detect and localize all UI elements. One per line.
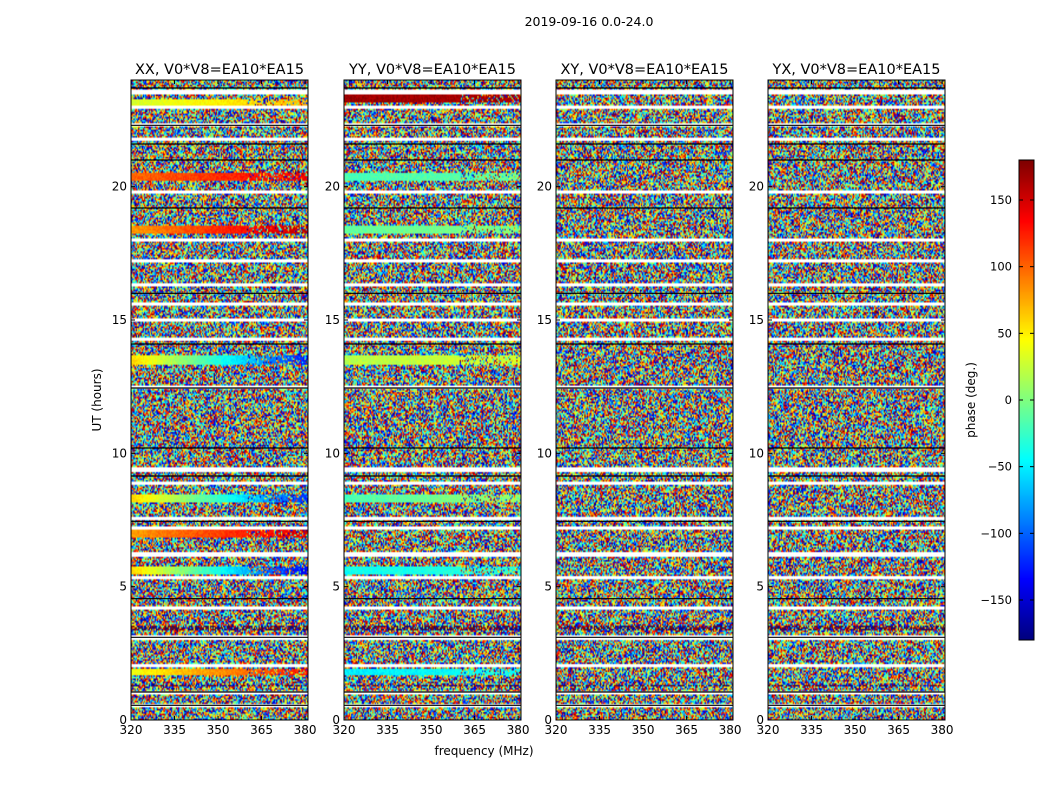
y-tick-label: 10 bbox=[112, 446, 127, 460]
panel-title: XX, V0*V8=EA10*EA15 bbox=[135, 62, 304, 78]
x-tick-label: 365 bbox=[675, 723, 698, 737]
y-tick-label: 20 bbox=[325, 180, 340, 194]
y-tick-label: 0 bbox=[332, 713, 340, 727]
phase-heatmap-image bbox=[131, 80, 308, 720]
colorbar-gradient bbox=[1019, 160, 1034, 640]
panel-title: YY, V0*V8=EA10*EA15 bbox=[348, 62, 516, 78]
x-tick-label: 320 bbox=[545, 723, 568, 737]
panel-yy: YY, V0*V8=EA10*EA15 320 335 350 365 380 0 5 10 15… bbox=[325, 62, 530, 737]
colorbar-tick-label: −50 bbox=[988, 460, 1012, 474]
y-tick-label: 5 bbox=[332, 580, 340, 594]
x-tick-label: 365 bbox=[463, 723, 486, 737]
panel-xx: XX, V0*V8=EA10*EA15 320 335 350 365 380 0 5 10 15… bbox=[112, 62, 317, 737]
colorbar-tick-label: 150 bbox=[990, 193, 1012, 207]
y-tick-label: 15 bbox=[537, 313, 552, 327]
y-tick-label: 20 bbox=[112, 180, 127, 194]
y-tick-label: 15 bbox=[325, 313, 340, 327]
x-tick-label: 350 bbox=[844, 723, 867, 737]
x-tick-label: 380 bbox=[931, 723, 954, 737]
panel-title: YX, V0*V8=EA10*EA15 bbox=[771, 62, 940, 78]
panel-frame bbox=[343, 79, 522, 721]
x-tick-label: 365 bbox=[250, 723, 273, 737]
x-tick-label: 365 bbox=[887, 723, 910, 737]
y-tick-label: 5 bbox=[756, 580, 764, 594]
x-tick-label: 320 bbox=[333, 723, 356, 737]
y-tick-label: 5 bbox=[544, 580, 552, 594]
x-tick-label: 350 bbox=[632, 723, 655, 737]
y-tick-label: 10 bbox=[749, 446, 764, 460]
y-tick-label: 10 bbox=[325, 446, 340, 460]
y-tick-label: 15 bbox=[749, 313, 764, 327]
y-tick-label: 0 bbox=[119, 713, 127, 727]
panel-frame bbox=[555, 79, 734, 721]
colorbar-tick-label: 50 bbox=[997, 326, 1012, 340]
x-tick-label: 380 bbox=[719, 723, 742, 737]
colorbar-tick-label: 0 bbox=[1005, 393, 1012, 407]
x-axis-label: frequency (MHz) bbox=[434, 744, 533, 758]
y-tick-label: 5 bbox=[119, 580, 127, 594]
x-tick-label: 335 bbox=[376, 723, 399, 737]
panel-yx: YX, V0*V8=EA10*EA15 320 335 350 365 380 0 5 10 15… bbox=[749, 62, 954, 737]
phase-heatmap-image bbox=[344, 80, 521, 720]
y-tick-label: 0 bbox=[756, 713, 764, 727]
panel-frame bbox=[130, 79, 309, 721]
phase-heatmap-image bbox=[556, 80, 733, 720]
x-tick-label: 335 bbox=[588, 723, 611, 737]
x-tick-label: 335 bbox=[163, 723, 186, 737]
y-tick-label: 20 bbox=[749, 180, 764, 194]
phase-heatmap-image bbox=[768, 80, 945, 720]
panel-xy: XY, V0*V8=EA10*EA15 320 335 350 365 380 0 5 10 15… bbox=[537, 62, 742, 737]
colorbar-label: phase (deg.) bbox=[964, 362, 978, 438]
x-tick-label: 335 bbox=[800, 723, 823, 737]
panels: XX, V0*V8=EA10*EA15 320 335 350 365 380 0 5 10 15… bbox=[112, 62, 954, 737]
colorbar: −150 −100 −50 0 50 100 150 phase (deg.) bbox=[964, 159, 1035, 641]
colorbar-tick-label: −150 bbox=[980, 593, 1012, 607]
x-tick-label: 350 bbox=[420, 723, 443, 737]
colorbar-tick-label: 100 bbox=[990, 260, 1012, 274]
x-tick-label: 320 bbox=[757, 723, 780, 737]
y-tick-label: 0 bbox=[544, 713, 552, 727]
x-tick-label: 320 bbox=[120, 723, 143, 737]
x-tick-label: 350 bbox=[207, 723, 230, 737]
panel-frame bbox=[767, 79, 946, 721]
x-tick-label: 380 bbox=[294, 723, 317, 737]
colorbar-tick-label: −100 bbox=[980, 526, 1012, 540]
y-tick-label: 20 bbox=[537, 180, 552, 194]
y-tick-label: 10 bbox=[537, 446, 552, 460]
y-tick-label: 15 bbox=[112, 313, 127, 327]
x-tick-label: 380 bbox=[507, 723, 530, 737]
y-axis-label: UT (hours) bbox=[90, 368, 104, 431]
figure-suptitle: 2019-09-16 0.0-24.0 bbox=[525, 14, 654, 29]
panel-title: XY, V0*V8=EA10*EA15 bbox=[560, 62, 728, 78]
